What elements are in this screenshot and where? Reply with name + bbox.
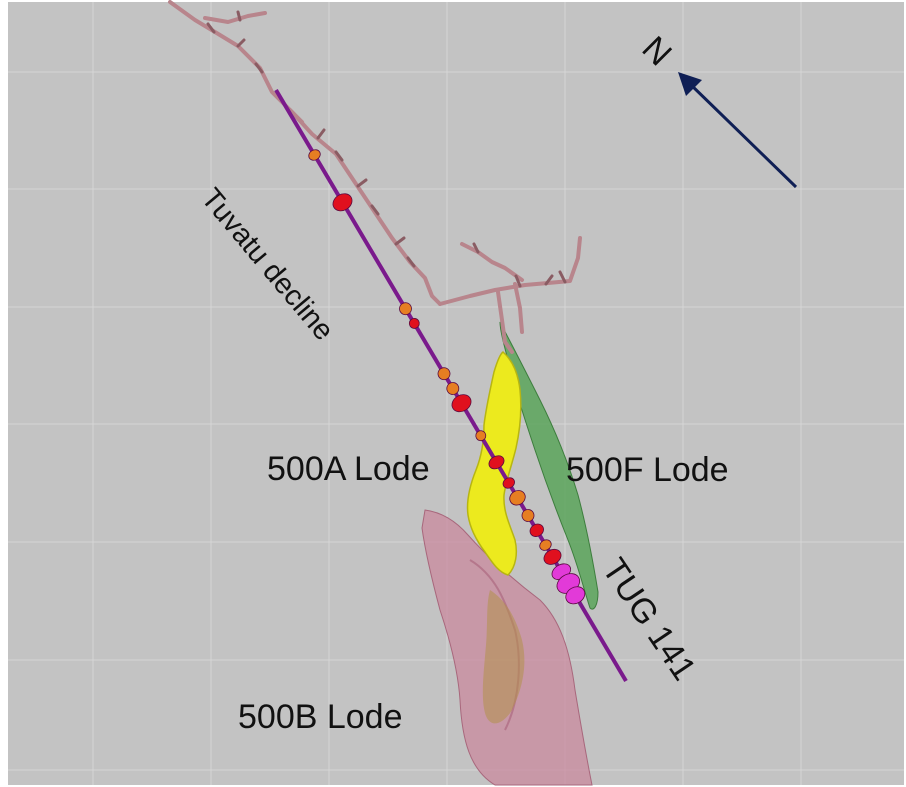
decline-stub [370, 204, 380, 216]
decline-stub [472, 242, 480, 254]
assay-marker [446, 382, 460, 395]
decline-stub [236, 10, 242, 22]
lode-500b-solid [421, 509, 593, 786]
assay-marker [437, 367, 451, 381]
assay-marker [543, 548, 562, 565]
assay-marker [509, 490, 526, 506]
assay-marker [475, 430, 487, 442]
assay-marker [521, 509, 535, 522]
north-arrow-head [678, 72, 702, 96]
north-arrow [678, 72, 798, 189]
assay-marker [488, 455, 505, 470]
assay-marker [451, 394, 472, 413]
assay-marker [408, 317, 420, 329]
decline-stub [236, 38, 246, 48]
assay-marker [502, 477, 515, 489]
decline-branch [513, 282, 524, 334]
assay-marker [565, 586, 586, 605]
assay-marker [539, 539, 552, 551]
lode-500b-core [482, 590, 525, 724]
decline-branch [438, 236, 582, 306]
assay-marker [399, 302, 412, 316]
decline-stub [316, 128, 326, 140]
decline-stub [206, 22, 216, 34]
lode-500b-label: 500B Lode [238, 698, 403, 736]
decline-branch [460, 242, 524, 282]
decline-main-drive [168, 0, 442, 306]
assay-intercepts [308, 149, 586, 605]
decline-branch [496, 290, 514, 354]
lode-500a-label: 500A Lode [267, 450, 430, 488]
decline-stub [544, 274, 554, 286]
assay-marker [529, 523, 544, 537]
north-arrow-shaft [686, 80, 798, 189]
decline-stub [514, 274, 522, 288]
decline-stub [406, 256, 416, 268]
decline-stub [356, 178, 368, 188]
decline-stub [558, 270, 567, 284]
decline-stub [334, 150, 344, 162]
decline-stub [254, 62, 264, 74]
decline-stub [394, 236, 406, 246]
background-grid [8, 2, 904, 785]
tuvatu-decline-network [168, 0, 582, 354]
assay-marker [308, 149, 321, 161]
decline-branch [288, 108, 304, 124]
lode-500f-label: 500F Lode [566, 451, 729, 489]
assay-marker [332, 193, 353, 212]
decline-branch [203, 11, 267, 24]
